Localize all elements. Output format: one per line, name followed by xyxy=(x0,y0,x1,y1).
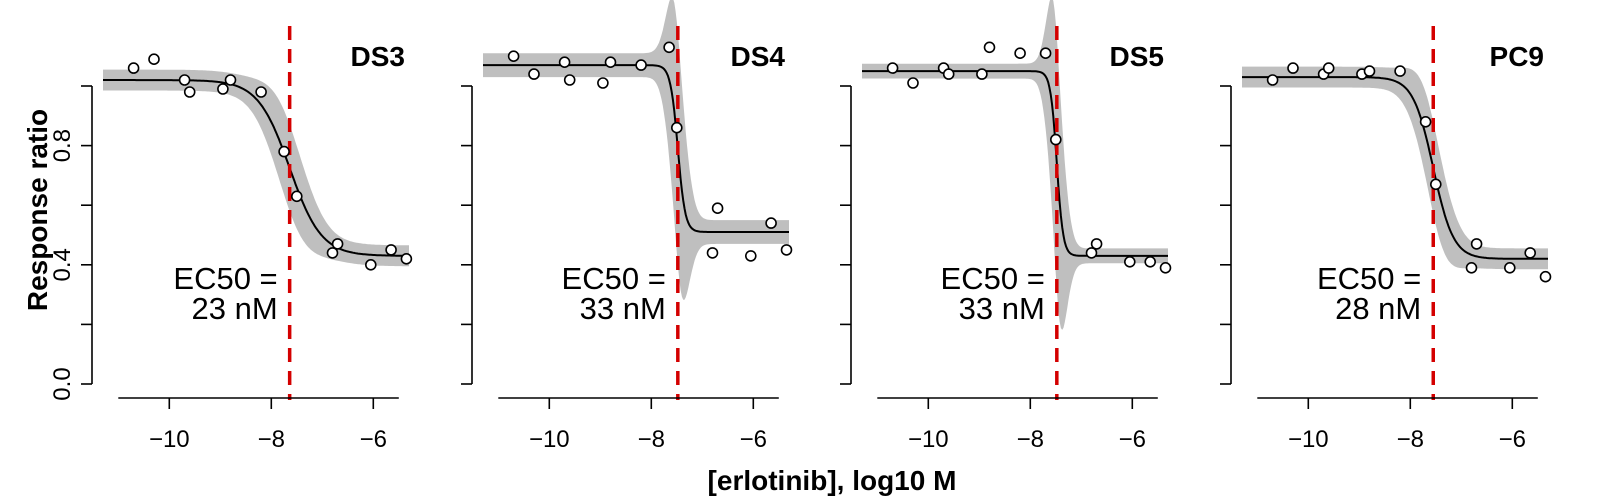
data-point xyxy=(1050,133,1062,146)
ec50-value: 33 nM xyxy=(959,291,1045,326)
x-tick-label: −10 xyxy=(149,426,190,453)
data-point xyxy=(217,83,229,95)
ec50-label: EC50 = xyxy=(173,261,277,296)
ec50-label: EC50 = xyxy=(562,261,666,296)
data-point xyxy=(765,217,777,229)
panel-pc9: −10 −8 −6 PC9 EC50 =28 nM xyxy=(1220,26,1552,453)
data-point xyxy=(148,53,160,66)
ec50-label: EC50 = xyxy=(941,261,1045,296)
data-point xyxy=(983,41,996,54)
confidence-band xyxy=(1242,66,1548,270)
data-point xyxy=(886,62,899,74)
data-point xyxy=(780,244,793,256)
x-tick-label: −6 xyxy=(1119,426,1146,453)
data-point xyxy=(670,121,683,134)
confidence-band xyxy=(483,0,789,300)
data-point xyxy=(290,190,303,203)
panel-title: DS5 xyxy=(1110,41,1164,72)
data-point xyxy=(528,68,540,80)
data-point xyxy=(907,77,919,89)
data-point xyxy=(1039,47,1052,60)
fitted-curve xyxy=(1242,76,1548,260)
data-point xyxy=(1394,65,1406,77)
data-point xyxy=(178,74,191,86)
data-point xyxy=(1419,116,1432,128)
data-point xyxy=(364,258,377,271)
data-point xyxy=(1470,238,1483,250)
data-point xyxy=(1504,261,1516,274)
data-point xyxy=(224,74,237,86)
y-tick-label: 0.4 xyxy=(49,248,76,281)
data-point xyxy=(1465,261,1478,274)
x-tick-label: −10 xyxy=(908,426,949,453)
x-tick-label: −8 xyxy=(1397,426,1424,453)
data-point xyxy=(604,56,617,69)
data-point xyxy=(278,145,290,158)
x-tick-label: −8 xyxy=(638,426,665,453)
x-tick-label: −6 xyxy=(360,426,387,453)
data-point xyxy=(1159,261,1172,274)
data-point xyxy=(1144,255,1156,268)
data-point xyxy=(1322,62,1335,74)
data-point xyxy=(326,247,339,259)
data-point xyxy=(331,238,344,250)
data-point xyxy=(563,74,576,86)
panel-title: DS3 xyxy=(351,41,405,72)
data-point xyxy=(942,68,955,80)
data-point xyxy=(744,250,757,262)
data-point xyxy=(385,244,397,256)
y-axis-title: Response ratio xyxy=(22,109,53,311)
data-point xyxy=(183,86,196,98)
data-point xyxy=(1287,62,1299,74)
data-point xyxy=(1014,47,1026,60)
data-point xyxy=(706,247,719,259)
data-point xyxy=(1124,255,1136,268)
data-point xyxy=(1524,247,1536,259)
fitted-curve xyxy=(483,64,789,233)
fitted-curve xyxy=(862,70,1168,257)
x-tick-label: −8 xyxy=(1017,426,1044,453)
x-tick-label: −6 xyxy=(1499,426,1526,453)
ec50-value: 33 nM xyxy=(580,291,666,326)
ec50-value: 23 nM xyxy=(191,291,277,326)
panel-ds3: 0.0 0.4 0.8 −10 −8 −6 DS3 EC50 =23 nM xyxy=(49,26,413,453)
data-point xyxy=(1090,238,1103,250)
data-point xyxy=(127,62,140,74)
x-axis-title: [erlotinib], log10 M xyxy=(708,465,957,496)
panel-title: PC9 xyxy=(1490,41,1544,72)
data-point xyxy=(597,77,609,89)
y-tick-label: 0.0 xyxy=(49,367,76,400)
panel-title: DS4 xyxy=(731,41,786,72)
ec50-label: EC50 = xyxy=(1317,261,1421,296)
data-point xyxy=(635,59,647,71)
data-point xyxy=(400,252,413,265)
data-point xyxy=(1430,178,1442,191)
data-point xyxy=(663,41,675,54)
x-tick-label: −10 xyxy=(1288,426,1329,453)
data-point xyxy=(558,56,571,69)
data-point xyxy=(507,50,520,63)
data-point xyxy=(711,202,724,214)
confidence-band xyxy=(103,69,409,267)
data-point xyxy=(255,86,267,98)
data-point xyxy=(1539,270,1552,283)
panel-ds5: −10 −8 −6 DS5 EC50 =33 nM xyxy=(840,0,1172,453)
data-point xyxy=(1363,65,1376,77)
x-tick-label: −8 xyxy=(258,426,285,453)
ec50-value: 28 nM xyxy=(1335,291,1421,326)
data-point xyxy=(976,68,988,80)
data-point xyxy=(1085,247,1098,259)
x-tick-label: −10 xyxy=(529,426,570,453)
y-tick-label: 0.8 xyxy=(49,129,76,162)
fitted-curve xyxy=(103,79,409,257)
x-tick-label: −6 xyxy=(740,426,767,453)
confidence-band xyxy=(862,0,1168,330)
data-point xyxy=(1266,74,1279,86)
panel-ds4: −10 −8 −6 DS4 EC50 =33 nM xyxy=(461,0,793,453)
